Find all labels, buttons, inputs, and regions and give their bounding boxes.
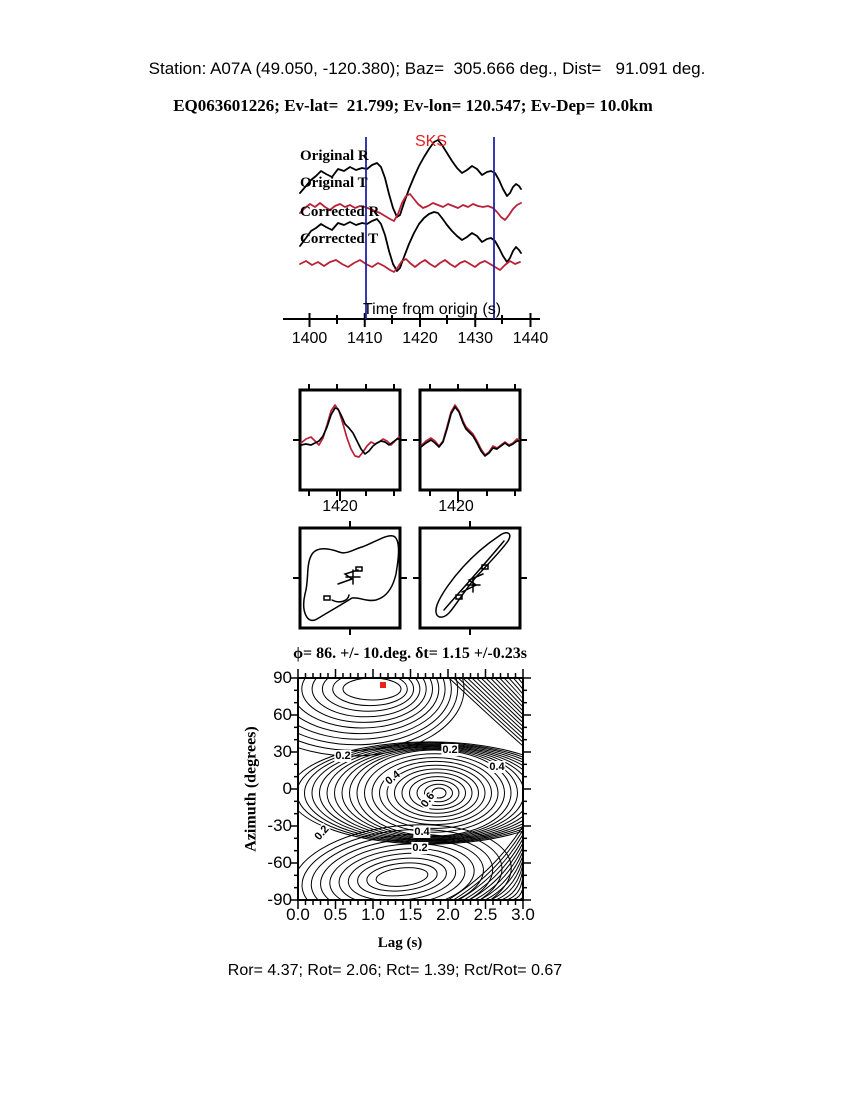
particle-motion-path-1	[331, 594, 350, 603]
contour-xtick-label: 1.0	[361, 905, 385, 924]
fastslow-trace-1	[300, 407, 400, 455]
contour-xtick-label: 0.5	[323, 905, 348, 924]
contour-xlabel: Lag (s)	[377, 935, 423, 951]
contour-field	[299, 679, 522, 899]
time-tick-label: 1430	[457, 330, 494, 347]
contour-xtick-label: 3.0	[511, 905, 535, 924]
best-fit-marker	[380, 682, 386, 688]
waveform-trace-2	[299, 211, 522, 272]
particle-motion-path-10	[455, 594, 463, 600]
contour-level-label-0: 0.2	[334, 750, 352, 762]
particle-motion-path-0	[303, 535, 400, 622]
contour-level-label-6: 0.2	[411, 842, 429, 854]
contour-level-label-1: 0.2	[441, 744, 459, 756]
fastslow-trace-0	[300, 404, 400, 458]
contour-level-label-2: 0.4	[488, 761, 506, 773]
fastslow-trace-2	[420, 404, 520, 456]
time-tick-label: 1420	[402, 330, 438, 347]
contour-xtick-label: 2.0	[436, 905, 460, 924]
waveform-trace-3	[299, 258, 521, 273]
trace-label-corrected-r: Corrected R	[300, 204, 380, 220]
contour-xtick-label: 0.0	[286, 905, 310, 924]
particle-motion-path-5	[355, 566, 363, 572]
contour-ytick-label: 0	[282, 779, 292, 798]
time-tick-label: 1410	[346, 330, 383, 347]
contour-ytick-label: 30	[273, 742, 292, 761]
contour-xtick-label: 2.5	[473, 905, 498, 924]
panel-box-3	[418, 526, 522, 630]
particle-motion-path-9	[465, 577, 481, 593]
particle-motion-path-6	[435, 532, 511, 618]
particle-motion-path-4	[323, 595, 331, 601]
event-header: EQ063601226; Ev-lat= 21.799; Ev-lon= 120…	[173, 96, 653, 115]
fastslow-trace-3	[420, 406, 520, 457]
trace-label-corrected-t: Corrected T	[300, 231, 379, 247]
contour-ytick-label: -30	[267, 816, 292, 835]
contour-ytick-label: -90	[267, 890, 292, 909]
contour-xtick-label: 1.5	[398, 905, 423, 924]
contour-ytick-label: 60	[273, 705, 292, 724]
time-tick-label: 1440	[512, 330, 549, 347]
contour-ytick-label: -60	[267, 853, 292, 872]
trace-label-original-t: Original T	[300, 175, 368, 191]
particle-motion-path-3	[345, 569, 361, 585]
phase-label-sks: SKS	[414, 133, 448, 150]
footer-stats: Ror= 4.37; Rot= 2.06; Rct= 1.39; Rct/Rot…	[227, 962, 563, 979]
trace-label-original-r: Original R	[300, 148, 369, 164]
particle-motion-path-7	[443, 540, 505, 611]
time-axis-label: Time from origin (s)	[362, 301, 502, 318]
contour-level-label-5: 0.4	[413, 826, 431, 838]
station-header: Station: A07A (49.050, -120.380); Baz= 3…	[148, 59, 706, 78]
fastslow-tick-label: 1420	[438, 498, 474, 515]
contour-title: ϕ= 86. +/- 10.deg. δt= 1.15 +/-0.23s	[293, 645, 527, 662]
time-tick-label: 1400	[291, 330, 328, 347]
waveform-trace-0	[299, 139, 522, 218]
fastslow-tick-label: 1420	[322, 498, 358, 515]
particle-motion-path-11	[481, 564, 489, 570]
waveform-trace-1	[299, 193, 522, 222]
contour-ytick-label: 90	[273, 668, 292, 687]
